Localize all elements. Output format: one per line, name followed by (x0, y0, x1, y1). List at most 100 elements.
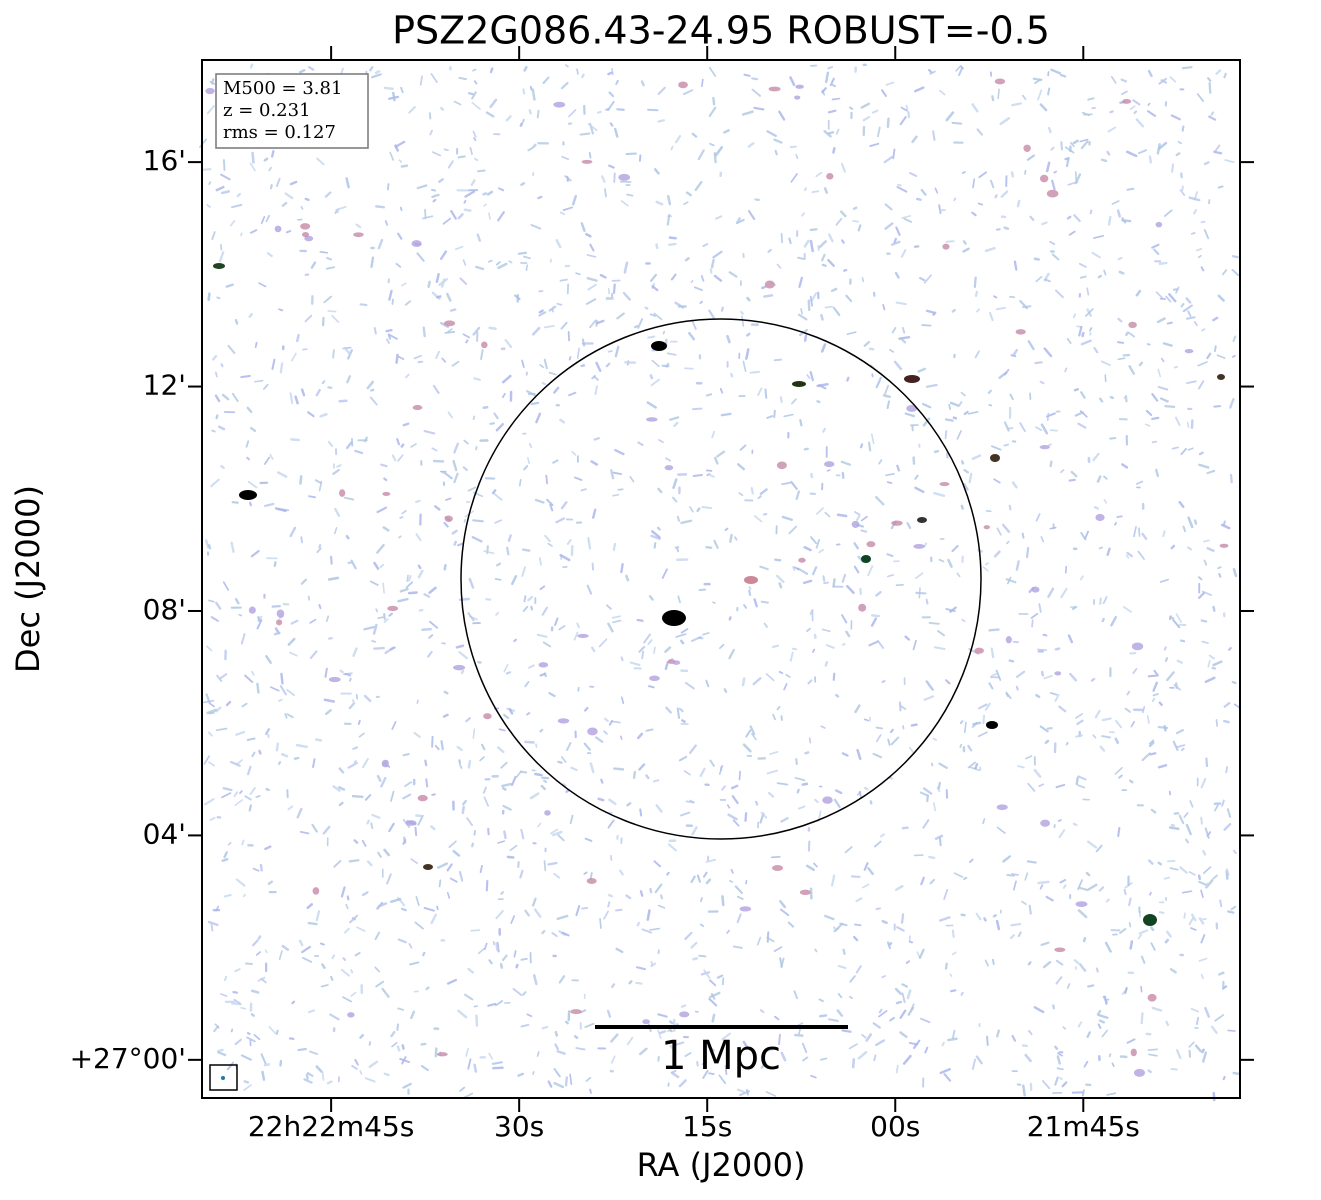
noise-streak (334, 527, 338, 535)
noise-streak (495, 942, 499, 951)
noise-streak (566, 539, 572, 545)
noise-streak (767, 791, 775, 798)
noise-streak (625, 574, 630, 582)
noise-streak (857, 224, 862, 232)
noise-streak (1102, 995, 1108, 1004)
noise-streak (1040, 670, 1045, 677)
noise-streak (559, 553, 571, 562)
noise-streak (612, 493, 620, 497)
noise-streak (1008, 504, 1012, 511)
noise-streak (809, 228, 818, 232)
noise-streak (825, 71, 830, 84)
noise-streak (760, 1061, 767, 1069)
noise-streak (550, 828, 559, 835)
noise-streak (947, 1037, 958, 1042)
noise-streak (1104, 941, 1112, 953)
noise-streak (1049, 429, 1058, 432)
noise-streak (797, 313, 808, 321)
noise-streak (886, 117, 890, 129)
noise-streak (254, 379, 264, 383)
noise-streak (1073, 959, 1080, 965)
noise-streak (984, 562, 989, 566)
noise-streak (562, 206, 573, 212)
noise-streak (573, 631, 579, 641)
noise-streak (1056, 1067, 1064, 1071)
noise-streak (851, 1058, 856, 1069)
noise-streak (1208, 82, 1212, 94)
info-box (215, 73, 369, 149)
noise-streak (386, 338, 390, 344)
noise-streak (779, 908, 790, 917)
noise-streak (309, 1050, 318, 1055)
noise-streak (254, 341, 258, 348)
noise-streak (263, 383, 269, 390)
noise-streak (204, 798, 215, 806)
noise-streak (713, 274, 723, 282)
noise-streak (961, 171, 966, 174)
noise-streak (991, 95, 995, 102)
noise-streak (417, 569, 424, 579)
noise-streak (502, 804, 512, 811)
noise-streak (278, 950, 283, 960)
noise-streak (443, 521, 449, 528)
noise-streak (1176, 659, 1184, 664)
noise-streak (409, 961, 420, 966)
noise-streak (357, 719, 361, 725)
noise-streak (760, 811, 768, 819)
beam-box (209, 1064, 238, 1091)
noise-streak (691, 826, 698, 836)
noise-streak (774, 149, 778, 156)
noise-streak (568, 391, 577, 397)
noise-streak (307, 411, 315, 418)
noise-streak (512, 987, 523, 996)
noise-streak (1060, 469, 1065, 474)
noise-streak (529, 85, 533, 91)
noise-streak (1201, 640, 1209, 644)
noise-streak (471, 91, 477, 100)
noise-blob (553, 101, 566, 108)
noise-streak (967, 744, 973, 752)
noise-streak (884, 222, 894, 230)
noise-streak (585, 1076, 592, 1082)
noise-streak (1019, 299, 1029, 310)
noise-streak (730, 372, 734, 378)
noise-streak (246, 456, 250, 461)
noise-streak (1108, 1053, 1112, 1058)
noise-streak (325, 615, 330, 622)
noise-streak (1098, 546, 1104, 550)
noise-streak (775, 574, 785, 584)
noise-streak (938, 558, 945, 563)
noise-streak (972, 178, 976, 189)
noise-streak (971, 1058, 977, 1070)
noise-streak (298, 939, 304, 947)
noise-streak (1193, 321, 1198, 326)
noise-streak (1157, 861, 1163, 866)
noise-streak (356, 926, 366, 932)
noise-streak (819, 1014, 828, 1018)
noise-streak (862, 883, 870, 889)
noise-blob (275, 619, 283, 626)
noise-streak (290, 352, 297, 362)
noise-streak (657, 1029, 662, 1039)
noise-streak (235, 730, 245, 736)
noise-streak (959, 743, 963, 748)
noise-blob (587, 727, 598, 736)
noise-streak (1030, 612, 1039, 619)
noise-streak (539, 672, 546, 677)
noise-streak (993, 550, 1001, 558)
noise-blob (664, 465, 674, 471)
noise-streak (399, 587, 409, 593)
noise-streak (350, 991, 357, 997)
noise-streak (1076, 719, 1084, 726)
noise-streak (1038, 783, 1045, 788)
noise-streak (873, 840, 882, 848)
noise-streak (1074, 411, 1084, 417)
noise-streak (1095, 967, 1099, 973)
noise-streak (1010, 922, 1022, 927)
noise-streak (1098, 886, 1105, 892)
noise-blob (382, 491, 391, 496)
x-tick-label: 21m45s (1027, 1110, 1140, 1143)
noise-streak (1140, 955, 1146, 964)
noise-streak (1087, 883, 1098, 891)
noise-streak (428, 634, 434, 639)
